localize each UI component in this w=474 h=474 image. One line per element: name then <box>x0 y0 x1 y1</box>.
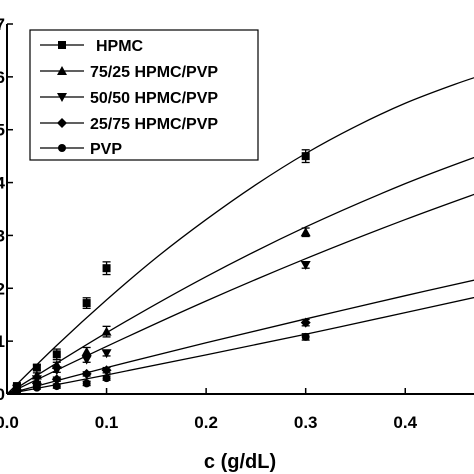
data-point-pvp <box>82 379 91 388</box>
data-point-pvp <box>301 332 310 341</box>
legend-marker-hpmc <box>58 41 66 49</box>
fit-curve-75-25-hpmc-pvp <box>7 156 474 394</box>
legend-label-pvp: PVP <box>90 141 122 158</box>
legend-label-25-75-hpmc-pvp: 25/75 HPMC/PVP <box>90 116 218 133</box>
data-point-pvp <box>52 382 61 391</box>
fit-curves <box>7 77 474 394</box>
data-point-75-25-hpmc-pvp <box>300 227 311 237</box>
x-tick-label: 0.3 <box>294 413 318 432</box>
data-point-pvp <box>32 383 41 392</box>
legend-marker-25-75-hpmc-pvp <box>57 118 67 128</box>
legend-marker-75-25-hpmc-pvp <box>57 66 67 75</box>
data-point-75-25-hpmc-pvp <box>81 346 92 356</box>
x-tick-label: 0.1 <box>95 413 119 432</box>
y-tick-label: 0 <box>0 385 5 404</box>
axes <box>6 24 474 395</box>
y-tick-label: 1 <box>0 332 5 351</box>
y-tick-label: 6 <box>0 68 5 87</box>
legend-label-50-50-hpmc-pvp: 50/50 HPMC/PVP <box>90 90 218 107</box>
legend-marker-pvp <box>58 144 66 152</box>
x-axis-label: c (g/dL) <box>204 451 276 473</box>
y-tick-label: 4 <box>0 174 6 193</box>
y-ticks: 0 1 2 3 4 5 6 7 <box>0 15 13 404</box>
data-point-hpmc <box>52 350 61 359</box>
x-tick-label: 0.4 <box>393 413 417 432</box>
data-point-hpmc <box>82 299 91 308</box>
data-point-50-50-hpmc-pvp <box>81 355 92 365</box>
x-tick-label: 0.2 <box>194 413 218 432</box>
y-tick-label: 3 <box>0 226 5 245</box>
fit-curve-25-75-hpmc-pvp <box>7 279 474 394</box>
data-point-hpmc <box>301 152 310 161</box>
data-point-pvp <box>12 386 21 395</box>
data-point-75-25-hpmc-pvp <box>101 326 112 336</box>
data-point-pvp <box>102 374 111 383</box>
data-point-50-50-hpmc-pvp <box>101 349 112 359</box>
legend-box <box>29 29 259 161</box>
data-point-25-75-hpmc-pvp <box>101 365 112 376</box>
fit-curve-50-50-hpmc-pvp <box>7 193 474 394</box>
data-point-50-50-hpmc-pvp <box>51 366 62 376</box>
y-tick-label: 2 <box>0 279 5 298</box>
legend-marker-50-50-hpmc-pvp <box>57 93 67 102</box>
y-tick-label: 7 <box>0 15 5 34</box>
data-point-50-50-hpmc-pvp <box>300 261 311 271</box>
data-points <box>11 149 311 395</box>
x-ticks: 0.0 0.1 0.2 0.3 0.4 <box>0 388 418 432</box>
data-point-hpmc <box>32 363 41 372</box>
data-point-25-75-hpmc-pvp <box>300 317 311 328</box>
fit-curve-pvp <box>7 296 474 394</box>
data-point-25-75-hpmc-pvp <box>81 368 92 379</box>
legend: HPMC 75/25 HPMC/PVP 50/50 HPMC/PVP 25/75 HP… <box>29 29 259 161</box>
x-tick-label: 0.0 <box>0 413 19 432</box>
legend-label-75-25-hpmc-pvp: 75/25 HPMC/PVP <box>90 64 218 81</box>
fit-curve-hpmc <box>7 77 474 394</box>
y-tick-label: 5 <box>0 121 5 140</box>
data-point-hpmc <box>102 264 111 273</box>
legend-label-hpmc: HPMC <box>96 38 144 55</box>
data-point-25-75-hpmc-pvp <box>51 374 62 385</box>
